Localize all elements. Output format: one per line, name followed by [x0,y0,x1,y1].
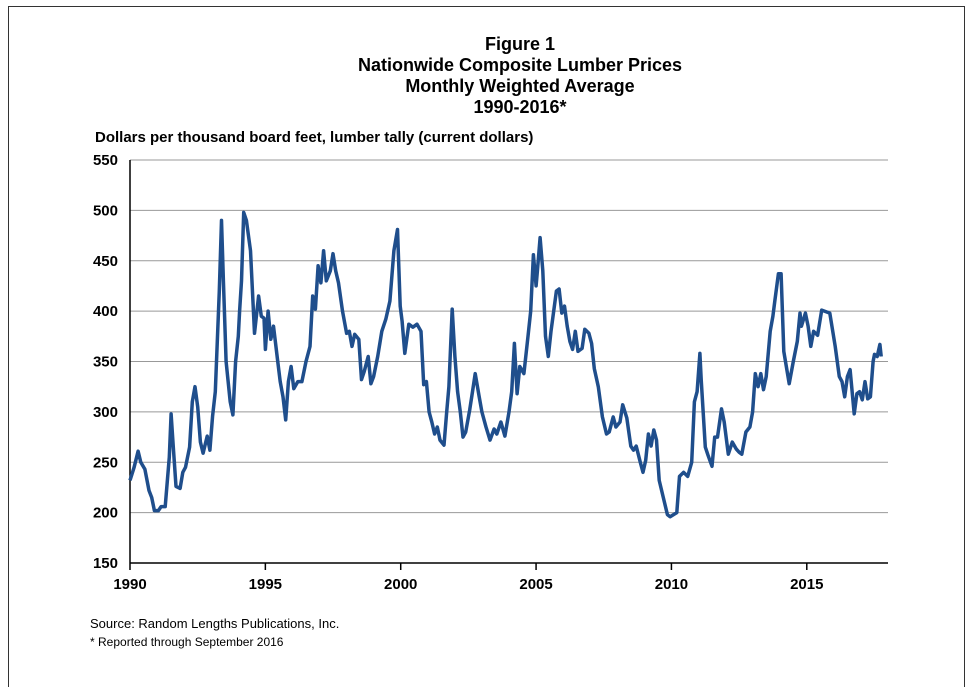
y-tick-label: 400 [93,303,118,320]
x-tick-label: 1995 [249,576,282,593]
y-tick-label: 300 [93,404,118,421]
y-tick-label: 500 [93,202,118,219]
x-tick-label: 1990 [113,576,146,593]
x-tick-label: 2015 [790,576,823,593]
y-tick-label: 550 [93,152,118,169]
y-tick-label: 350 [93,354,118,371]
y-tick-label: 150 [93,555,118,572]
y-tick-label: 200 [93,505,118,522]
chart-subtitle: Monthly Weighted Average [405,76,634,96]
x-tick-label: 2000 [384,576,417,593]
y-tick-label: 450 [93,253,118,270]
source-note: Source: Random Lengths Publications, Inc… [90,616,339,631]
y-axis-label: Dollars per thousand board feet, lumber … [95,129,533,146]
x-tick-label: 2010 [655,576,688,593]
x-tick-label: 2005 [519,576,552,593]
chart-subtitle: 1990-2016* [473,97,566,117]
chart-title: Figure 1 [485,34,555,54]
footnote: * Reported through September 2016 [90,635,284,649]
frame [8,6,965,692]
y-tick-label: 250 [93,454,118,471]
chart-subtitle: Nationwide Composite Lumber Prices [358,55,682,75]
price-line [128,210,883,519]
